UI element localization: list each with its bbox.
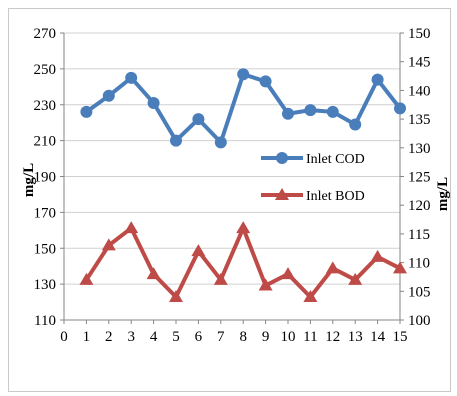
y-tick-label-left: 230 — [34, 98, 57, 114]
inlet-cod-point — [326, 105, 339, 118]
inlet-bod-point — [101, 238, 116, 251]
inlet-cod-point — [170, 134, 182, 147]
legend-marker — [276, 152, 288, 164]
inlet-bod-point — [303, 290, 318, 303]
y-tick-label-right: 135 — [408, 112, 431, 128]
inlet-bod-point — [258, 278, 273, 291]
inlet-bod-point — [213, 272, 228, 285]
inlet-bod-point — [325, 261, 340, 274]
inlet-bod-point — [191, 244, 206, 257]
y-tick-label-right: 130 — [408, 141, 431, 157]
x-tick-label: 9 — [262, 329, 270, 345]
y-tick-label-right: 125 — [408, 170, 431, 186]
tick-labels: 1101301501701902102302502701001051101151… — [34, 26, 431, 345]
x-tick-label: 0 — [60, 329, 68, 345]
chart-frame — [8, 8, 451, 392]
inlet-cod-point — [192, 113, 205, 126]
inlet-cod-point — [125, 71, 138, 84]
inlet-cod-line — [85, 72, 402, 145]
y-tick-label-right: 115 — [408, 227, 430, 243]
x-tick-label: 8 — [239, 329, 247, 345]
y-tick-label-right: 150 — [408, 26, 431, 42]
inlet-bod-point — [370, 249, 385, 262]
y-tick-label-left: 210 — [34, 134, 57, 150]
inlet-bod-point — [124, 221, 139, 234]
inlet-cod-point — [214, 136, 227, 149]
inlet-bod-line — [84, 226, 401, 300]
inlet-cod-point — [349, 118, 362, 131]
x-tick-label: 13 — [348, 329, 363, 345]
inlet-cod-point — [102, 89, 115, 102]
inlet-cod-point — [259, 75, 272, 88]
inlet-cod-point — [237, 68, 250, 81]
x-tick-label: 15 — [393, 329, 408, 345]
inlet-cod-point — [80, 105, 93, 118]
inlet-bod-point — [393, 261, 407, 274]
inlet-cod-point — [371, 73, 384, 86]
x-tick-label: 14 — [370, 329, 386, 345]
inlet-bod-point — [79, 272, 94, 285]
legend-label: Inlet COD — [306, 152, 365, 167]
x-tick-label: 10 — [281, 329, 296, 345]
x-tick-label: 12 — [325, 329, 340, 345]
y-tick-label-left: 270 — [34, 26, 57, 42]
legend-item-inlet-bod: Inlet BOD — [261, 188, 365, 204]
inlet-bod-point — [281, 267, 295, 280]
x-tick-label: 1 — [83, 329, 91, 345]
x-tick-label: 11 — [303, 329, 317, 345]
legend-marker — [275, 188, 289, 200]
legend: Inlet COD Inlet BOD — [261, 152, 365, 204]
x-tick-label: 6 — [195, 329, 203, 345]
inlet-bod-point — [169, 290, 183, 303]
y-tick-label-right: 140 — [408, 83, 431, 99]
y-tick-label-left: 130 — [34, 277, 57, 293]
y-tick-label-left: 150 — [34, 241, 57, 257]
x-tick-label: 2 — [105, 329, 113, 345]
inlet-cod-point — [147, 96, 160, 109]
y-tick-label-right: 110 — [408, 256, 430, 272]
x-tick-label: 3 — [127, 329, 135, 345]
x-tick-label: 4 — [150, 329, 158, 345]
y-tick-label-right: 105 — [408, 284, 431, 300]
y-tick-label-left: 250 — [34, 62, 57, 78]
y-tick-label-right: 120 — [408, 198, 431, 214]
y-tick-label-left: 170 — [34, 205, 57, 221]
series-layer — [79, 68, 407, 303]
y-tick-label-left: 110 — [34, 313, 56, 329]
inlet-cod-point — [394, 102, 406, 115]
y-axis-title-left: mg/L — [21, 163, 37, 197]
x-tick-label: 7 — [217, 329, 225, 345]
legend-label: Inlet BOD — [306, 189, 365, 204]
y-axis-title-right: mg/L — [435, 177, 451, 211]
inlet-bod-point — [348, 272, 363, 285]
inlet-cod-point — [282, 107, 294, 120]
inlet-cod-point — [304, 104, 317, 117]
inlet-bod-point — [236, 221, 251, 234]
y-tick-label-left: 190 — [34, 170, 57, 186]
inlet-bod-point — [146, 267, 161, 280]
y-tick-label-right: 145 — [408, 55, 431, 71]
legend-item-inlet-cod: Inlet COD — [261, 152, 365, 167]
x-tick-label: 5 — [172, 329, 180, 345]
y-tick-label-right: 100 — [408, 313, 431, 329]
